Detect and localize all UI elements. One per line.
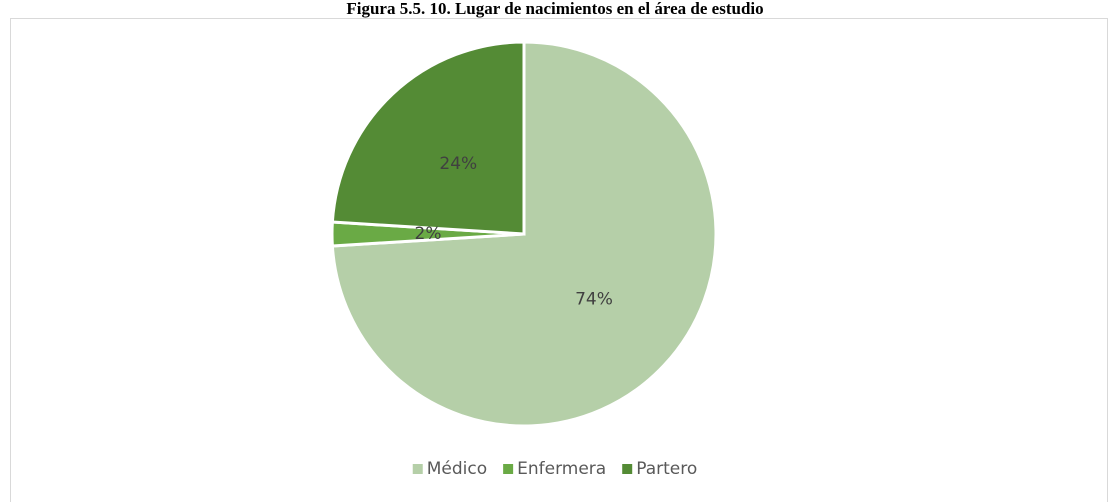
data-label: 24% (439, 154, 477, 174)
pie-slice (330, 40, 526, 236)
legend-label: Enfermera (517, 459, 606, 479)
data-label: 2% (415, 224, 442, 244)
legend-marker (503, 464, 514, 474)
legend: Médico Enfermera Partero (412, 459, 697, 479)
legend-marker (412, 464, 423, 474)
chart-title: Figura 5.5. 10. Lugar de nacimientos en … (346, 0, 763, 18)
legend-label: Partero (636, 459, 697, 479)
legend-label: Médico (427, 459, 487, 479)
data-label: 74% (575, 290, 613, 310)
legend-marker (622, 464, 633, 474)
